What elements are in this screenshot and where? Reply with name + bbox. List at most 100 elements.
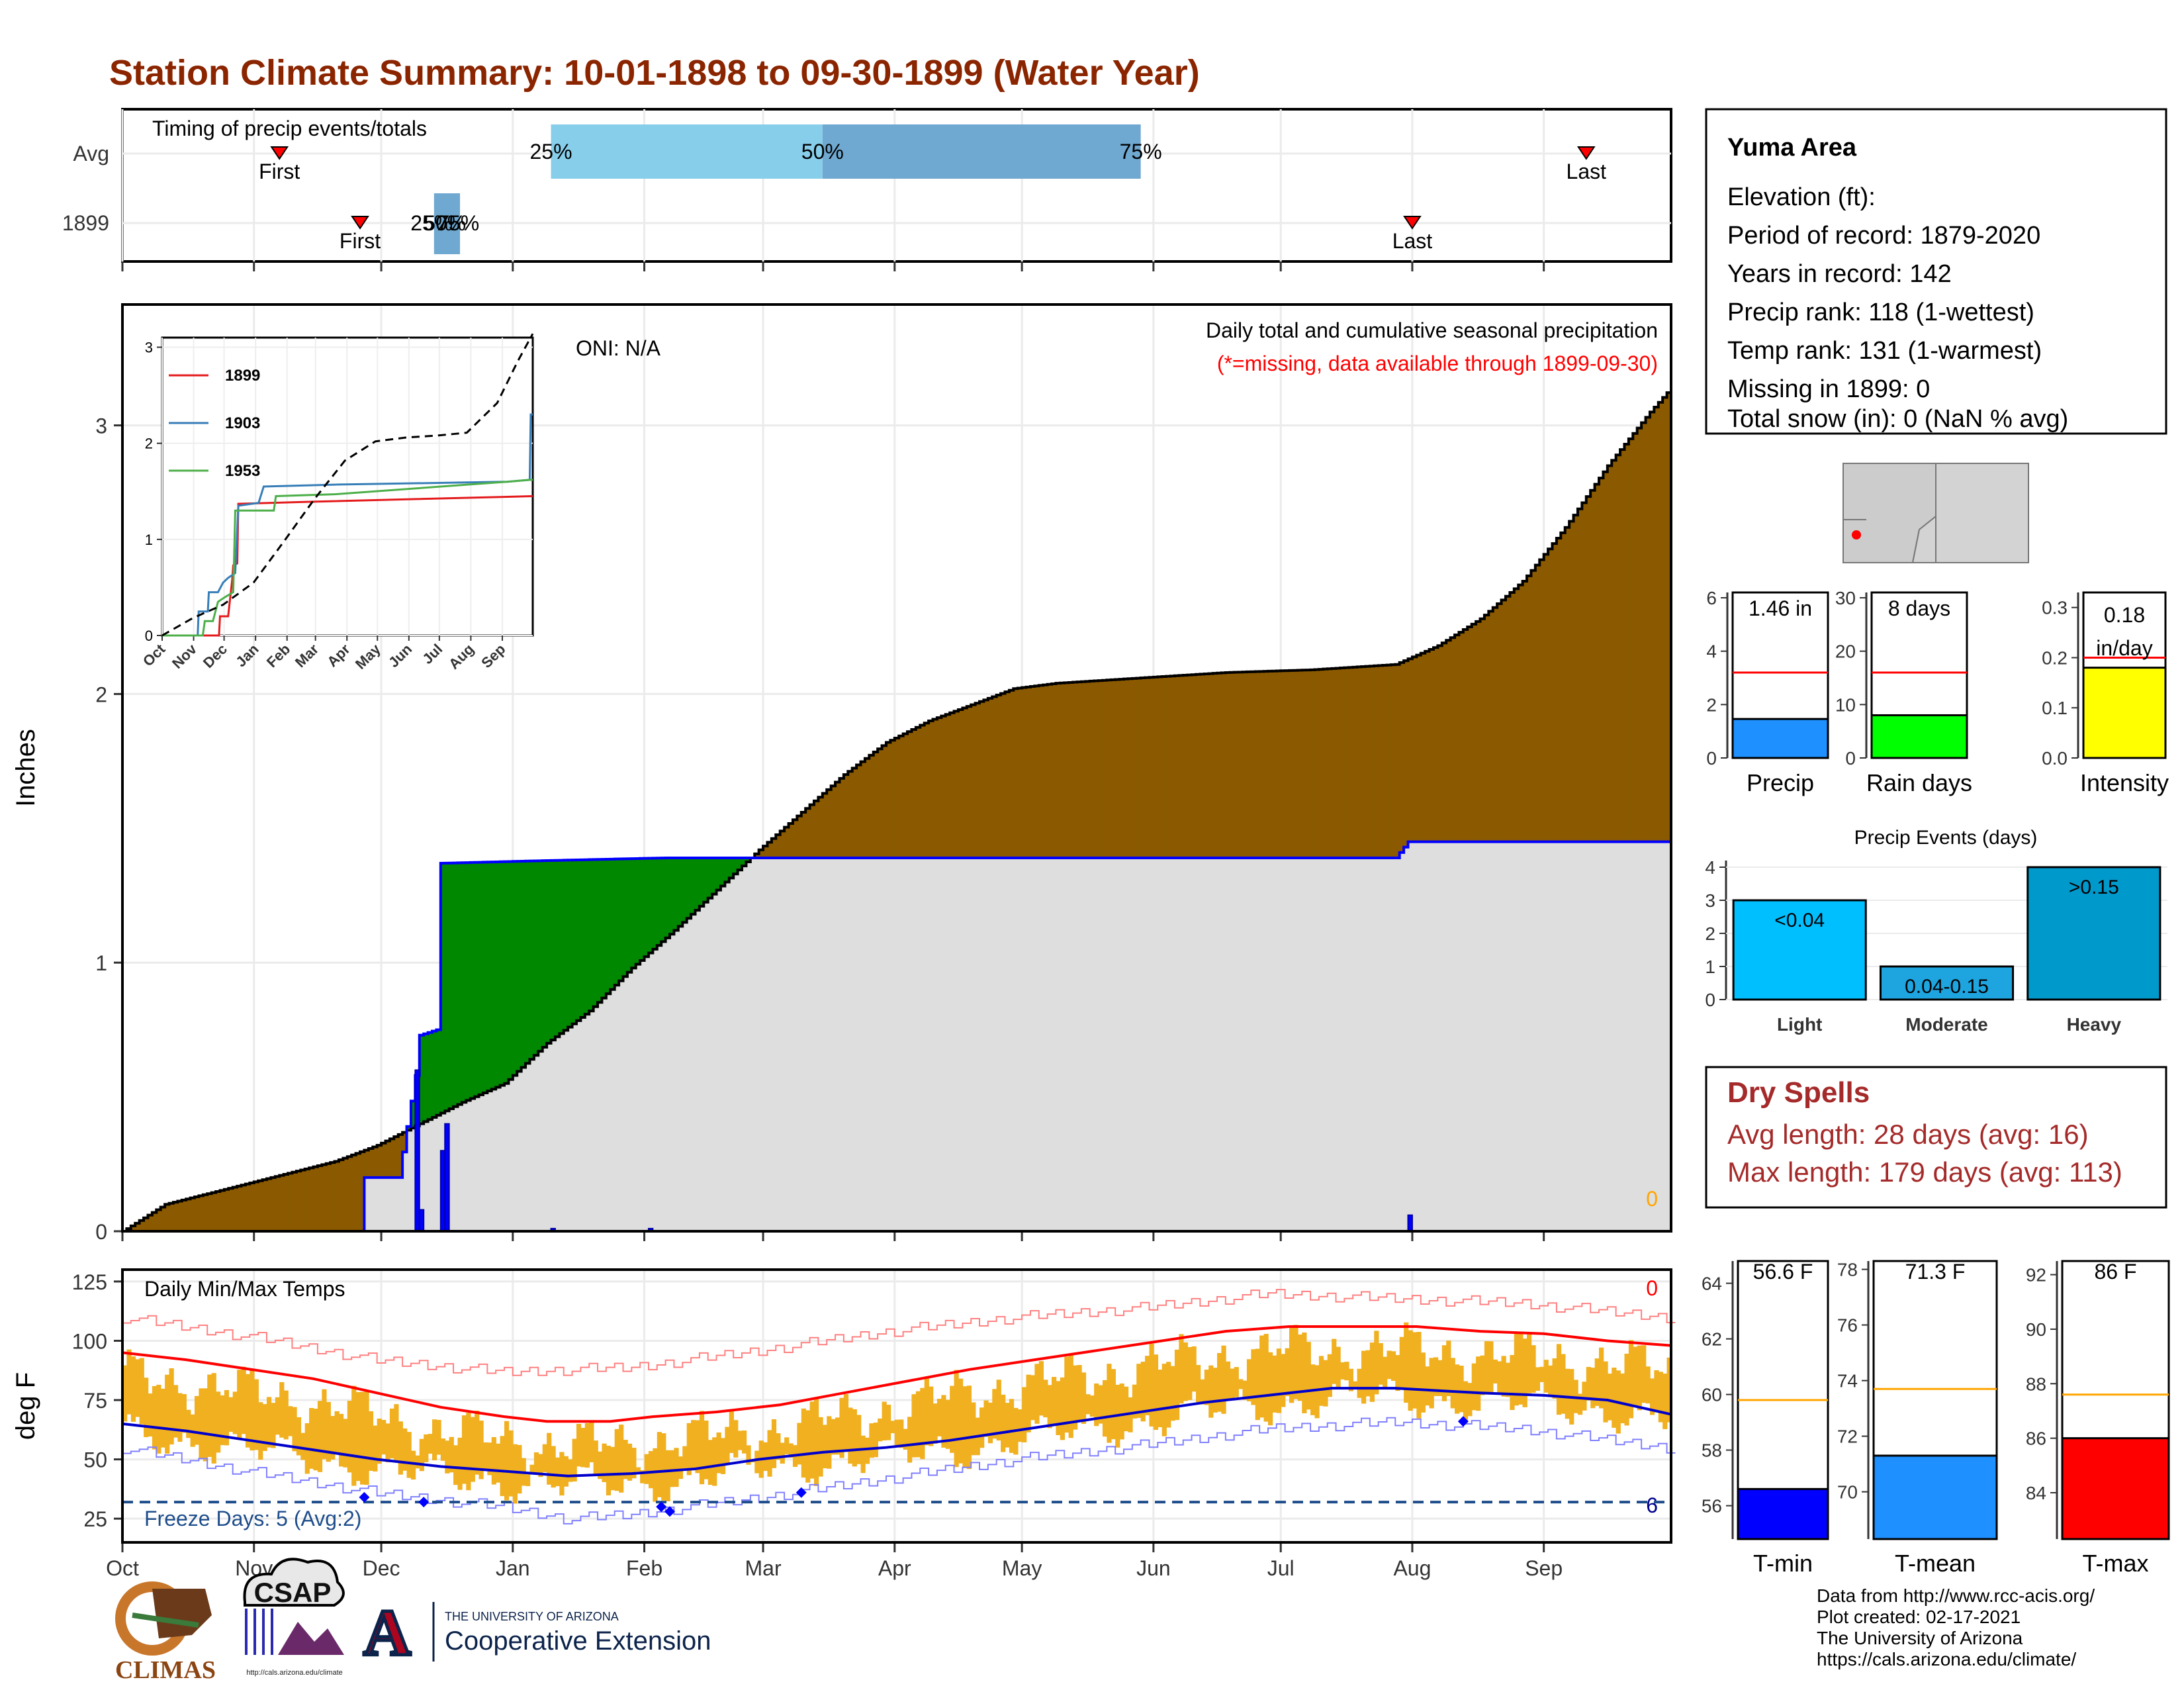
daily-temp-bar bbox=[1628, 1340, 1634, 1419]
deficit-band bbox=[1429, 649, 1434, 842]
daily-temp-bar bbox=[461, 1415, 467, 1484]
surplus-band bbox=[746, 857, 751, 863]
summary-bar-value-label: 1.46 in bbox=[1749, 596, 1812, 620]
summary-ytick-label: 0 bbox=[1845, 748, 1856, 769]
deficit-band bbox=[126, 1228, 132, 1231]
surplus-band bbox=[504, 861, 509, 1084]
precip-ylabel: Inches bbox=[11, 729, 40, 807]
deficit-band bbox=[1573, 515, 1578, 842]
deficit-band bbox=[915, 727, 921, 858]
deficit-band bbox=[1208, 673, 1214, 858]
deficit-band bbox=[181, 1199, 187, 1231]
summary-bar-label: Intensity bbox=[2080, 769, 2169, 796]
daily-temp-bar bbox=[1378, 1342, 1383, 1385]
daily-temp-bar bbox=[1535, 1367, 1541, 1391]
deficit-band bbox=[1416, 655, 1422, 842]
deficit-band bbox=[907, 731, 913, 858]
freeze-day-marker bbox=[359, 1491, 370, 1503]
deficit-band bbox=[1425, 651, 1430, 842]
daily-temp-bar bbox=[809, 1401, 815, 1479]
temp-label: Daily Min/Max Temps bbox=[144, 1277, 345, 1301]
surplus-band bbox=[644, 858, 649, 957]
deficit-band bbox=[1107, 680, 1112, 858]
daily-temp-bar bbox=[1582, 1382, 1587, 1411]
surplus-band bbox=[487, 862, 492, 1092]
surplus-band bbox=[695, 857, 700, 911]
summary-ytick-label: 20 bbox=[1835, 641, 1856, 662]
daily-temp-bar bbox=[1505, 1362, 1511, 1397]
deficit-band bbox=[1518, 585, 1524, 842]
deficit-band bbox=[864, 758, 870, 858]
daily-temp-bar bbox=[373, 1425, 378, 1472]
deficit-band bbox=[1098, 680, 1103, 858]
deficit-band bbox=[933, 719, 938, 858]
timing-avg-q1-bar bbox=[551, 124, 823, 179]
daily-temp-bar bbox=[1624, 1353, 1629, 1426]
deficit-band bbox=[784, 827, 790, 858]
deficit-band bbox=[203, 1194, 208, 1231]
deficit-band bbox=[199, 1196, 204, 1231]
deficit-band bbox=[1497, 604, 1502, 842]
deficit-band bbox=[241, 1185, 246, 1231]
summary-bar-value-label: 8 days bbox=[1888, 596, 1950, 620]
deficit-band bbox=[279, 1175, 285, 1231]
temp-summary-ytick-label: 58 bbox=[1702, 1440, 1722, 1461]
daily-temp-bar bbox=[776, 1433, 781, 1460]
deficit-band bbox=[1149, 677, 1154, 858]
summary-ytick-label: 0 bbox=[1706, 748, 1717, 769]
deficit-band bbox=[343, 1158, 348, 1231]
page-title: Station Climate Summary: 10-01-1898 to 0… bbox=[109, 53, 1200, 93]
deficit-band bbox=[1662, 397, 1668, 842]
surplus-band bbox=[712, 857, 717, 894]
surplus-band bbox=[440, 863, 445, 1113]
daily-temp-bar bbox=[491, 1436, 496, 1485]
daily-temp-bar bbox=[1666, 1357, 1672, 1423]
deficit-band bbox=[309, 1168, 314, 1231]
deficit-band bbox=[1603, 471, 1608, 842]
deficit-band bbox=[389, 1139, 394, 1178]
observed-cumulative-line bbox=[122, 840, 1671, 1233]
daily-temp-bar bbox=[1649, 1378, 1655, 1415]
deficit-band bbox=[135, 1223, 140, 1231]
daily-temp-bar bbox=[1488, 1341, 1494, 1393]
daily-temp-bar bbox=[635, 1467, 641, 1472]
deficit-band bbox=[224, 1189, 229, 1231]
events-bar-label: Heavy bbox=[2067, 1014, 2122, 1035]
deficit-band bbox=[1170, 676, 1175, 858]
daily-temp-bar bbox=[1107, 1364, 1112, 1443]
deficit-band bbox=[1077, 682, 1082, 858]
daily-temp-bar bbox=[1599, 1347, 1604, 1409]
deficit-band bbox=[1501, 600, 1506, 842]
deficit-band bbox=[1340, 668, 1345, 858]
deficit-band bbox=[843, 774, 848, 858]
surplus-band bbox=[521, 861, 526, 1068]
deficit-band bbox=[1204, 673, 1209, 858]
daily-temp-bar bbox=[424, 1434, 429, 1462]
daily-temp-bar bbox=[139, 1358, 144, 1425]
daily-temp-bar bbox=[1140, 1362, 1146, 1422]
deficit-band bbox=[835, 782, 841, 858]
deficit-band bbox=[1441, 643, 1447, 842]
deficit-band bbox=[266, 1178, 271, 1231]
deficit-band bbox=[1582, 502, 1587, 842]
surplus-band bbox=[707, 857, 713, 898]
summary-bar-value bbox=[2082, 667, 2167, 759]
daily-temp-bar bbox=[436, 1419, 441, 1455]
daily-temp-bar bbox=[924, 1376, 929, 1446]
deficit-band bbox=[1195, 674, 1201, 858]
summary-bar-chart-intensity: 0.0 0.1 0.2 0.3 0.18 in/day Intensity bbox=[2042, 591, 2169, 796]
daily-temp-bar bbox=[1455, 1364, 1460, 1414]
summary-ytick-label: 10 bbox=[1835, 694, 1856, 715]
deficit-band bbox=[1026, 686, 1031, 858]
daily-temp-bar bbox=[1221, 1345, 1226, 1414]
deficit-band bbox=[1297, 670, 1302, 858]
dry-spells-box: Dry Spells Avg length: 28 days (avg: 16)… bbox=[1705, 1066, 2167, 1209]
daily-temp-bar bbox=[1285, 1348, 1290, 1397]
deficit-band bbox=[1590, 490, 1596, 842]
daily-temp-bar bbox=[882, 1401, 887, 1441]
daily-temp-bar bbox=[1001, 1394, 1006, 1452]
temp-summary-ytick-label: 70 bbox=[1837, 1482, 1858, 1503]
daily-temp-bar bbox=[475, 1411, 480, 1475]
deficit-band bbox=[1357, 667, 1362, 858]
